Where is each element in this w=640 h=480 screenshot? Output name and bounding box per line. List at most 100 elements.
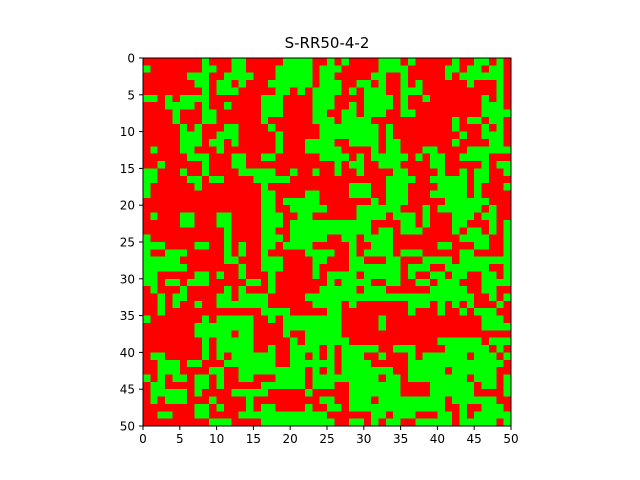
heatmap-cell <box>349 183 357 191</box>
heatmap-cell <box>415 337 423 346</box>
heatmap-cell <box>209 242 217 250</box>
heatmap-cell <box>422 264 431 272</box>
heatmap-cell <box>165 300 173 309</box>
heatmap-cell <box>238 219 247 228</box>
heatmap-cell <box>371 389 379 397</box>
heatmap-cell <box>216 264 225 272</box>
heatmap-cell <box>400 153 409 162</box>
heatmap-cell <box>172 300 181 309</box>
heatmap-cell <box>327 183 335 191</box>
heatmap-cell <box>341 315 350 324</box>
heatmap-cell <box>371 264 379 272</box>
heatmap-cell <box>319 102 328 110</box>
heatmap-cell <box>422 197 431 206</box>
heatmap-cell <box>246 381 254 390</box>
heatmap-cell <box>496 396 504 405</box>
heatmap-cell <box>238 411 247 419</box>
heatmap-cell <box>503 242 512 250</box>
heatmap-cell <box>297 411 306 419</box>
heatmap-cell <box>150 80 159 88</box>
heatmap-cell <box>503 374 512 383</box>
heatmap-cell <box>481 418 490 427</box>
heatmap-cell <box>253 322 262 331</box>
heatmap-cell <box>356 197 365 206</box>
heatmap-cell <box>393 65 401 74</box>
heatmap-cell <box>503 330 512 338</box>
heatmap-cell <box>327 278 335 287</box>
heatmap-cell <box>231 102 239 110</box>
heatmap-cell <box>304 249 313 258</box>
heatmap-cell <box>319 345 328 353</box>
heatmap-cell <box>334 183 343 191</box>
heatmap-cell <box>503 175 512 184</box>
heatmap-cell <box>187 264 195 272</box>
heatmap-cell <box>452 264 460 272</box>
heatmap-cell <box>422 80 431 88</box>
heatmap-cell <box>238 72 247 81</box>
heatmap-cell <box>378 146 387 154</box>
heatmap-cell <box>275 80 284 88</box>
heatmap-cell <box>216 80 225 88</box>
heatmap-cell <box>172 418 181 427</box>
heatmap-cell <box>297 205 306 213</box>
heatmap-cell <box>363 116 372 125</box>
heatmap-cell <box>430 212 438 221</box>
heatmap-cell <box>231 138 239 147</box>
heatmap-cell <box>341 175 350 184</box>
heatmap-cell <box>496 102 504 110</box>
heatmap-cell <box>304 168 313 177</box>
heatmap-cell <box>253 308 262 316</box>
heatmap-cell <box>488 396 497 405</box>
heatmap-cell <box>172 153 181 162</box>
heatmap-cell <box>172 138 181 147</box>
heatmap-cell <box>481 161 490 169</box>
heatmap-cell <box>150 389 159 397</box>
heatmap-cell <box>282 175 291 184</box>
heatmap-cell <box>172 293 181 302</box>
heatmap-cell <box>430 418 438 427</box>
heatmap-cell <box>312 80 320 88</box>
heatmap-cell <box>452 286 460 294</box>
heatmap-cell <box>312 389 320 397</box>
heatmap-cell <box>452 330 460 338</box>
heatmap-cell <box>194 242 203 250</box>
heatmap-cell <box>304 411 313 419</box>
heatmap-cell <box>407 367 416 375</box>
heatmap-cell <box>407 183 416 191</box>
heatmap-cell <box>172 345 181 353</box>
heatmap-cell <box>201 116 210 125</box>
heatmap-cell <box>143 197 151 206</box>
heatmap-cell <box>393 278 401 287</box>
heatmap-cell <box>488 308 497 316</box>
heatmap-cell <box>393 168 401 177</box>
heatmap-cell <box>157 249 166 258</box>
heatmap-cell <box>393 330 401 338</box>
heatmap-cell <box>378 300 387 309</box>
heatmap-cell <box>253 352 262 361</box>
heatmap-cell <box>444 94 453 103</box>
heatmap-cell <box>165 175 173 184</box>
heatmap-cell <box>334 293 343 302</box>
heatmap-cell <box>371 256 379 265</box>
heatmap-cell <box>488 175 497 184</box>
heatmap-cell <box>400 374 409 383</box>
heatmap-cell <box>312 403 320 412</box>
heatmap-cell <box>466 396 475 405</box>
heatmap-cell <box>275 308 284 316</box>
heatmap-cell <box>503 337 512 346</box>
heatmap-cell <box>341 161 350 169</box>
heatmap-cell <box>143 389 151 397</box>
heatmap-cell <box>400 315 409 324</box>
heatmap-cell <box>216 352 225 361</box>
heatmap-cell <box>246 190 254 199</box>
heatmap-cell <box>201 264 210 272</box>
heatmap-cell <box>297 124 306 132</box>
heatmap-cell <box>304 337 313 346</box>
heatmap-cell <box>290 116 298 125</box>
heatmap-cell <box>327 322 335 331</box>
heatmap-cell <box>216 72 225 81</box>
heatmap-cell <box>430 374 438 383</box>
heatmap-cell <box>400 264 409 272</box>
heatmap-cell <box>268 330 276 338</box>
heatmap-cell <box>275 161 284 169</box>
